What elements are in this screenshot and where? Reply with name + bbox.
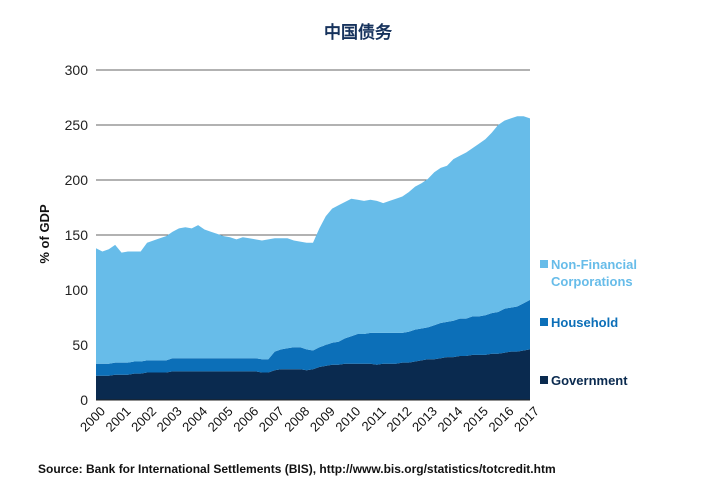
- y-tick-label: 100: [65, 282, 89, 298]
- y-tick-label: 300: [65, 62, 89, 78]
- x-tick-label: 2017: [511, 404, 542, 435]
- x-tick-label: 2006: [230, 404, 261, 435]
- y-tick-label: 0: [80, 392, 88, 408]
- x-tick-label: 2000: [77, 404, 108, 435]
- x-tick-label: 2004: [179, 404, 210, 435]
- area-household: [96, 299, 530, 376]
- legend-swatch: [540, 260, 548, 268]
- y-tick-label: 250: [65, 117, 89, 133]
- x-tick-label: 2008: [281, 404, 312, 435]
- x-tick-label: 2001: [103, 404, 134, 435]
- x-tick-label: 2003: [154, 404, 185, 435]
- legend: Non-Financial Corporations Household Govern…: [540, 257, 637, 388]
- x-tick-label: 2014: [434, 404, 465, 435]
- area-government: [96, 349, 530, 400]
- legend-label: Household: [551, 315, 618, 330]
- y-tick-label: 200: [65, 172, 89, 188]
- plot-areas: [96, 116, 530, 400]
- x-tick-label: 2010: [332, 404, 363, 435]
- source-note: Source: Bank for International Settlemen…: [38, 462, 556, 476]
- x-tick-label: 2005: [205, 404, 236, 435]
- legend-label: Non-Financial Corporations: [551, 257, 637, 289]
- x-tick-label: 2015: [460, 404, 491, 435]
- x-tick-label: 2013: [409, 404, 440, 435]
- x-tick-label: 2012: [383, 404, 414, 435]
- legend-label: Government: [551, 373, 628, 388]
- x-tick-label: 2009: [307, 404, 338, 435]
- x-tick-label: 2011: [359, 404, 389, 434]
- y-tick-label: 50: [72, 337, 88, 353]
- chart-title: 中国债务: [324, 22, 393, 43]
- y-axis-label: % of GDP: [37, 204, 52, 264]
- area-non-financial-corporations: [96, 116, 530, 364]
- x-tick-label: 2016: [486, 404, 517, 435]
- x-tick-label: 2007: [256, 404, 287, 435]
- y-tick-label: 150: [65, 227, 89, 243]
- x-tick-label: 2002: [128, 404, 159, 435]
- legend-swatch: [540, 376, 548, 384]
- legend-swatch: [540, 318, 548, 326]
